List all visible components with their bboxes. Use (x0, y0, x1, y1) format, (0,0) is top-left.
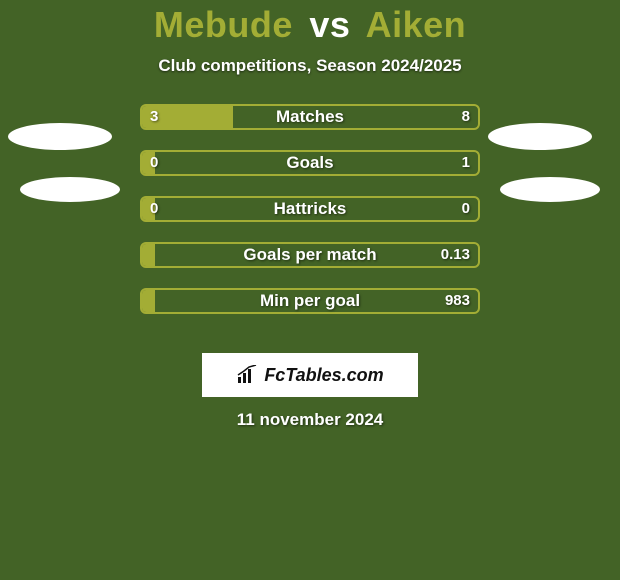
comparison-card: Mebude vs Aiken Club competitions, Seaso… (0, 0, 620, 580)
brand-text: FcTables.com (264, 365, 383, 386)
decorative-ellipse (500, 177, 600, 202)
stat-row: Goals01 (0, 150, 620, 176)
bar-left (142, 198, 155, 220)
bar-track (140, 104, 480, 130)
bar-left (142, 244, 155, 266)
chart-icon (236, 365, 258, 385)
subtitle: Club competitions, Season 2024/2025 (0, 56, 620, 76)
bar-left (142, 290, 155, 312)
title-vs: vs (309, 4, 350, 45)
stat-row: Goals per match0.13 (0, 242, 620, 268)
bar-left (142, 152, 155, 174)
decorative-ellipse (20, 177, 120, 202)
bar-track (140, 150, 480, 176)
decorative-ellipse (8, 123, 112, 150)
bar-track (140, 288, 480, 314)
stat-row: Min per goal983 (0, 288, 620, 314)
title: Mebude vs Aiken (0, 0, 620, 46)
title-player2: Aiken (366, 4, 467, 45)
bar-track (140, 196, 480, 222)
decorative-ellipse (488, 123, 592, 150)
bar-left (142, 106, 233, 128)
title-player1: Mebude (154, 4, 293, 45)
bar-track (140, 242, 480, 268)
brand-box: FcTables.com (202, 353, 418, 397)
date-text: 11 november 2024 (0, 410, 620, 430)
